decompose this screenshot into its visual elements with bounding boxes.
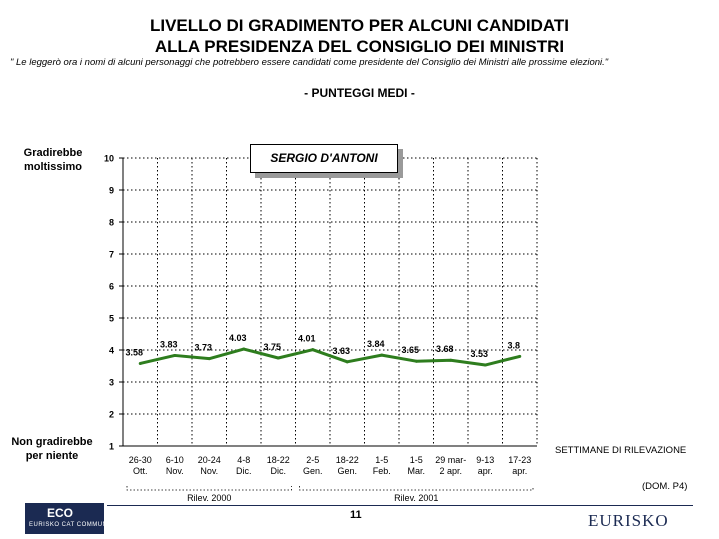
x-tick-label: Feb. [373, 466, 391, 476]
x-tick-label: 1-5 [375, 455, 388, 465]
x-tick-label: apr. [512, 466, 527, 476]
data-point [380, 353, 384, 357]
period-bracket [126, 486, 292, 491]
y-tick-label: 9 [109, 186, 114, 196]
data-point [311, 348, 315, 352]
y-tick-label: 8 [109, 218, 114, 228]
data-label: 3.73 [194, 343, 212, 353]
y-axis-bottom-label-line2: per niente [25, 450, 79, 462]
data-point [449, 358, 453, 362]
data-label: 3.63 [332, 346, 350, 356]
chart-subtitle: - PUNTEGGI MEDI - [304, 86, 415, 100]
data-label: 3.75 [263, 342, 281, 352]
footer-divider [107, 505, 693, 506]
eco-logo-subtext: EURISKO CAT COMMUNIS [29, 522, 115, 528]
x-tick-label: Gen. [337, 466, 357, 476]
period-bracket [299, 486, 534, 491]
y-axis-top-label-line2: moltissimo [23, 161, 83, 173]
eco-logo-text: ECO [47, 506, 74, 520]
x-tick-label: 2-5 [306, 455, 319, 465]
question-footnote: " Le leggerò ora i nomi di alcuni person… [10, 57, 609, 68]
data-label: 3.58 [125, 347, 143, 357]
x-tick-label: 18-22 [336, 455, 359, 465]
x-tick-label: Nov. [166, 466, 184, 476]
y-tick-label: 10 [104, 154, 114, 164]
period-label: Rilev. 2000 [187, 493, 231, 503]
x-tick-label: 9-13 [476, 455, 494, 465]
y-tick-label: 5 [109, 314, 114, 324]
data-point [518, 354, 522, 358]
eco-logo: ECO EURISKO CAT COMMUNIS [25, 503, 114, 534]
x-tick-label: apr. [478, 466, 493, 476]
page-title-line2: ALLA PRESIDENZA DEL CONSIGLIO DEI MINIST… [154, 37, 565, 56]
y-tick-label: 1 [109, 442, 114, 452]
page-number: 11 [350, 509, 362, 521]
y-axis-top-label-line1: Gradirebbe [23, 147, 83, 159]
source-note: (DOM. P4) [642, 481, 688, 492]
data-label: 3.53 [470, 349, 488, 359]
x-tick-label: 29 mar- [435, 455, 466, 465]
y-axis-bottom-label-line1: Non gradirebbe [11, 436, 93, 448]
data-point [138, 361, 142, 365]
x-tick-label: Dic. [236, 466, 252, 476]
x-tick-label: 17-23 [508, 455, 531, 465]
x-tick-label: 18-22 [267, 455, 290, 465]
x-tick-label: Ott. [133, 466, 148, 476]
x-tick-label: 4-8 [237, 455, 250, 465]
data-point [276, 356, 280, 360]
data-label: 4.03 [229, 333, 247, 343]
x-axis-caption: SETTIMANE DI RILEVAZIONE [555, 445, 687, 456]
data-label: 3.68 [436, 344, 454, 354]
x-tick-label: Dic. [271, 466, 287, 476]
x-tick-label: Nov. [200, 466, 218, 476]
x-tick-label: 1-5 [410, 455, 423, 465]
x-tick-label: Mar. [407, 466, 425, 476]
data-point [483, 363, 487, 367]
data-point [345, 360, 349, 364]
data-point [207, 357, 211, 361]
x-tick-label: 26-30 [129, 455, 152, 465]
x-tick-label: 20-24 [198, 455, 221, 465]
y-tick-label: 7 [109, 250, 114, 260]
data-label: 3.8 [507, 340, 520, 350]
y-axis-bottom-label: Non gradirebbe per niente [2, 435, 102, 463]
eurisko-logo: EURISKO [588, 511, 669, 530]
x-tick-label: 2 apr. [439, 466, 462, 476]
data-label: 3.83 [160, 339, 178, 349]
period-label: Rilev. 2001 [394, 493, 438, 503]
y-tick-label: 6 [109, 282, 114, 292]
data-label: 4.01 [298, 334, 316, 344]
data-label: 3.84 [367, 339, 385, 349]
series-name-box: SERGIO D'ANTONI [250, 144, 403, 178]
series-line [139, 347, 521, 367]
x-tick-label: 6-10 [166, 455, 184, 465]
data-point [242, 347, 246, 351]
y-axis-top-label: Gradirebbe moltissimo [8, 146, 98, 174]
data-point [173, 353, 177, 357]
y-tick-label: 2 [109, 410, 114, 420]
y-tick-label: 4 [109, 346, 114, 356]
data-label: 3.65 [401, 345, 419, 355]
page-title-line1: LIVELLO DI GRADIMENTO PER ALCUNI CANDIDA… [149, 16, 569, 35]
series-name-label: SERGIO D'ANTONI [250, 144, 398, 173]
y-tick-label: 3 [109, 378, 114, 388]
data-point [414, 359, 418, 363]
x-tick-label: Gen. [303, 466, 323, 476]
